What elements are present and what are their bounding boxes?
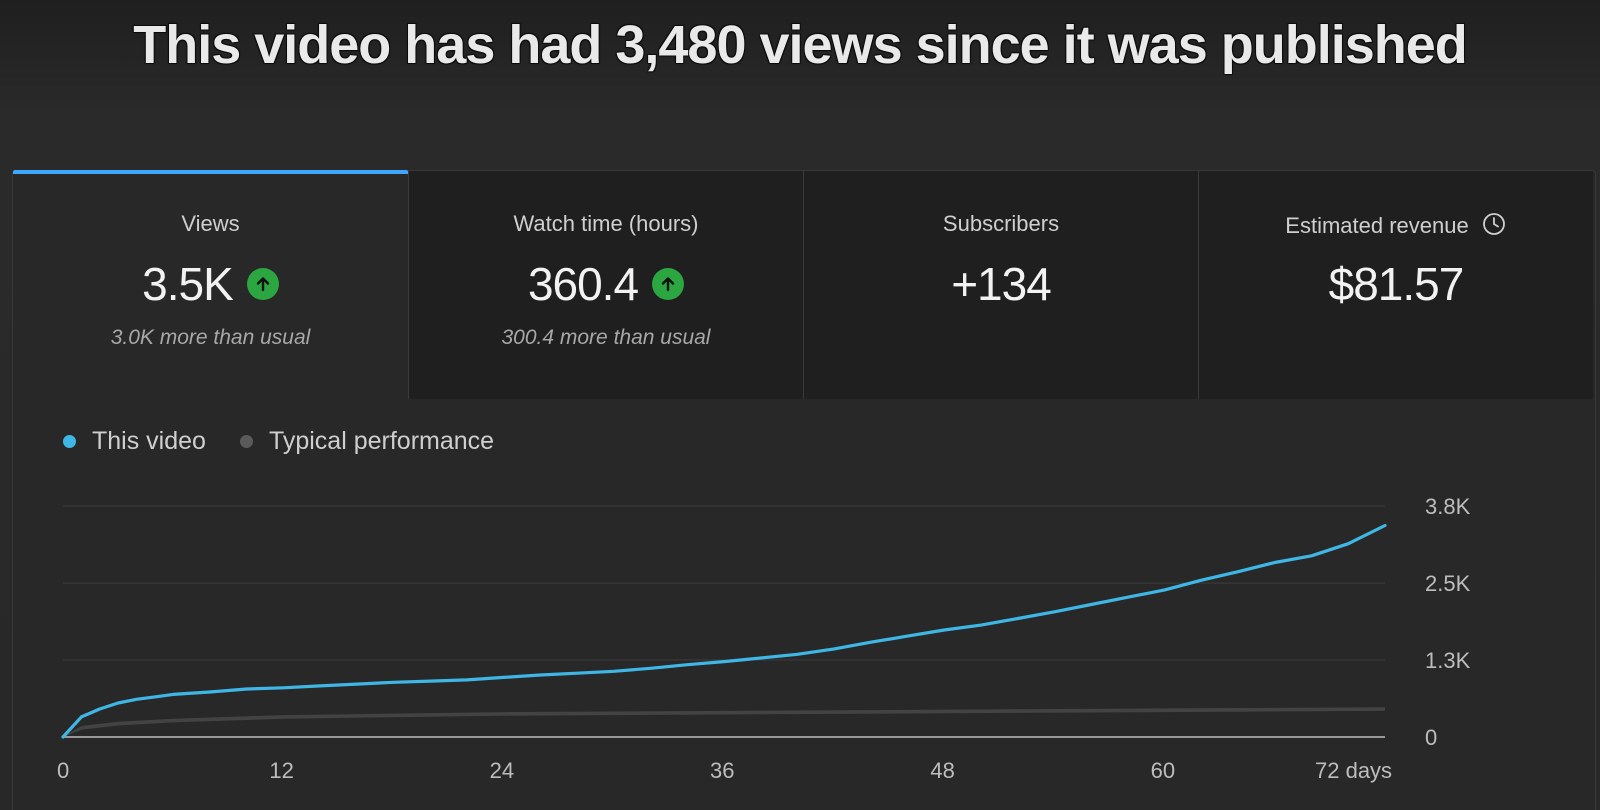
legend-item-typical[interactable]: Typical performance (239, 427, 495, 456)
tab-views[interactable]: Views 3.5K 3.0K more than usual (13, 170, 408, 399)
page-title: This video has had 3,480 views since it … (133, 15, 1468, 75)
tab-watch-time[interactable]: Watch time (hours) 360.4 300.4 more than… (408, 171, 803, 399)
tab-label: Estimated revenue (1285, 212, 1469, 238)
tab-subscribers[interactable]: Subscribers +134 (803, 171, 1198, 399)
x-tick-label: 0 (57, 758, 69, 783)
metric-value: +134 (951, 258, 1052, 310)
metric-comparison: 3.0K more than usual (110, 326, 311, 349)
y-tick-label: 1.3K (1425, 648, 1471, 673)
x-tick-label: 48 (930, 758, 954, 783)
legend-item-this-video[interactable]: This video (63, 427, 206, 456)
metric-value: $81.57 (1328, 258, 1465, 310)
x-tick-label: 60 (1151, 758, 1175, 783)
y-tick-label: 2.5K (1425, 571, 1471, 596)
arrow-up-icon (652, 268, 685, 300)
tab-estimated-revenue[interactable]: Estimated revenue $81.57 (1198, 171, 1593, 399)
y-tick-label: 3.8K (1425, 494, 1471, 519)
tab-label: Subscribers (942, 211, 1060, 236)
arrow-up-icon (246, 268, 279, 300)
y-tick-label: 0 (1425, 725, 1437, 750)
typical-dot-icon (239, 435, 253, 448)
chart-legend: This video Typical performance (63, 427, 528, 456)
x-tick-label: 24 (490, 758, 514, 783)
clock-icon[interactable] (1481, 211, 1507, 243)
views-line-chart: 0 1.3K 2.5K 3.8K 0 12 24 36 48 60 72 days (57, 494, 1471, 783)
tab-label: Watch time (hours) (513, 211, 699, 236)
x-tick-label: 72 days (1315, 758, 1392, 783)
typical-performance-band (63, 707, 1385, 737)
this-video-dot-icon (63, 435, 76, 448)
legend-label: Typical performance (268, 427, 495, 455)
x-tick-label: 36 (710, 758, 734, 783)
metric-value: 3.5K (142, 258, 234, 310)
this-video-line (61, 523, 1387, 739)
metric-value: 360.4 (527, 258, 639, 310)
analytics-card: Views 3.5K 3.0K more than usual Watch ti… (12, 170, 1596, 810)
metric-comparison: 300.4 more than usual (501, 326, 711, 349)
metric-tabs: Views 3.5K 3.0K more than usual Watch ti… (13, 170, 1595, 399)
tab-label: Views (181, 211, 240, 236)
x-tick-label: 12 (269, 758, 293, 783)
legend-label: This video (92, 427, 206, 455)
